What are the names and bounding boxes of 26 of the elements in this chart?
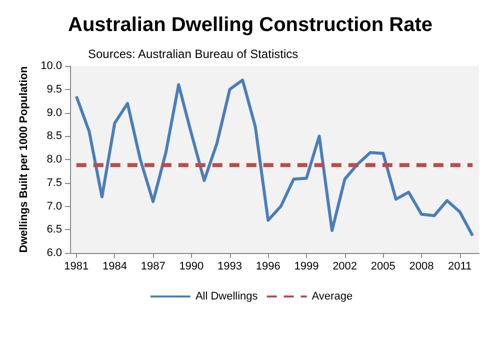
- y-tick-label: 10.0: [40, 60, 62, 72]
- x-tick-label: 2008: [409, 260, 434, 272]
- y-tick-label: 9.0: [46, 106, 62, 119]
- y-tick-label: 7.0: [46, 200, 62, 212]
- x-tick-label: 1981: [64, 260, 89, 272]
- legend-label: Average: [312, 290, 353, 302]
- y-tick-label: 8.0: [46, 154, 62, 166]
- line-series: [74, 78, 474, 238]
- y-tick-label: 7.5: [46, 176, 62, 189]
- x-tick-label: 1993: [218, 260, 242, 272]
- x-tick-label: 1990: [179, 260, 204, 272]
- x-tick-label: 1984: [102, 260, 127, 272]
- y-tick-label: 6.5: [46, 224, 62, 236]
- y-axis-title: Dwellings Built per 1000 Population: [18, 66, 30, 253]
- y-tick-label: 6.0: [46, 247, 62, 259]
- y-tick-label: 9.5: [46, 83, 62, 96]
- y-tick-label: 8.5: [46, 130, 62, 142]
- legend-label: All Dwellings: [195, 290, 258, 302]
- x-tick-label: 1999: [294, 260, 319, 272]
- chart-subtitle: Sources: Australian Bureau of Statistics: [88, 47, 298, 61]
- x-tick-label: 1996: [256, 260, 280, 272]
- x-tick-label: 2005: [370, 260, 396, 272]
- x-tick-label: 2011: [448, 260, 472, 272]
- chart-title: Australian Dwelling Construction Rate: [68, 14, 432, 36]
- x-tick-label: 1987: [140, 260, 166, 272]
- x-tick-label: 2002: [332, 260, 358, 272]
